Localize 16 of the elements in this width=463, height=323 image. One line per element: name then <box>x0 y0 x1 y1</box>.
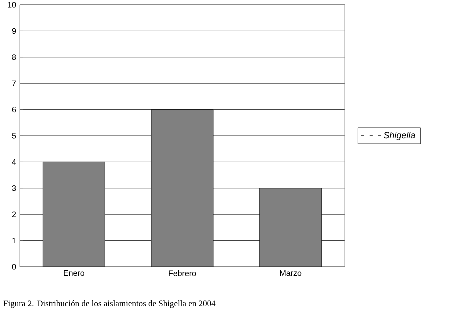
text: Figura 2. Distribución de los aislamientos de Shigella en 2004 <box>4 300 216 308</box>
y-tick-label: 3 <box>12 186 16 192</box>
y-tick-label: 7 <box>12 80 16 86</box>
y-tick-label: 2 <box>12 212 16 218</box>
x-tick-label: Marzo <box>280 270 302 276</box>
y-tick-label: 10 <box>8 2 16 8</box>
legend-label: Shigella <box>384 132 416 140</box>
y-tick-label: 4 <box>12 159 16 165</box>
y-tick-label: 6 <box>12 106 16 113</box>
y-tick-label: 5 <box>12 133 16 139</box>
y-tick-label: 9 <box>12 28 16 34</box>
y-tick-label: 8 <box>12 54 16 60</box>
y-tick-label: 1 <box>12 238 16 244</box>
x-tick-label: Enero <box>64 270 85 276</box>
x-tick-label: Febrero <box>169 270 196 276</box>
y-tick-label: 0 <box>12 264 16 270</box>
